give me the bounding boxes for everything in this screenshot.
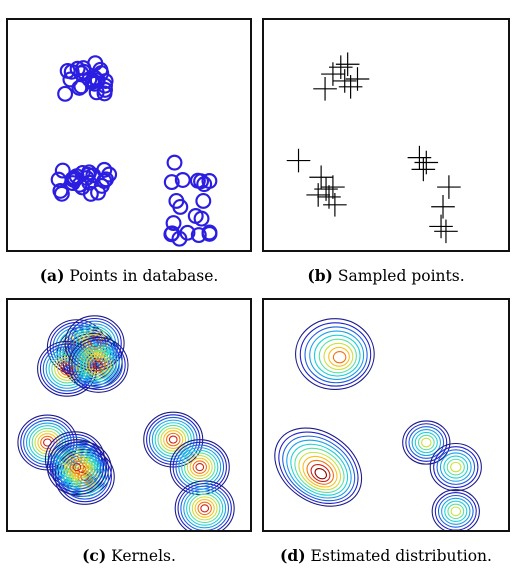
- kernel-contours: [37, 340, 98, 397]
- caption-d-text: Estimated distribution.: [310, 547, 492, 565]
- database-point: [163, 174, 180, 191]
- sampled-point: [286, 148, 311, 173]
- points-plot: [50, 55, 218, 247]
- database-point: [81, 164, 98, 181]
- sampled-point: [434, 219, 458, 244]
- sampled-point: [309, 165, 333, 190]
- estimated-distribution-plot: [274, 318, 482, 530]
- panel-kernels: [6, 298, 252, 532]
- sampled-point: [414, 150, 439, 175]
- database-point: [90, 184, 106, 201]
- database-point: [53, 185, 70, 202]
- sampled-points-plot: [286, 52, 461, 244]
- sampled-point: [411, 157, 436, 182]
- panel-points-in-database: [6, 18, 252, 252]
- sampled-point: [335, 52, 360, 77]
- caption-b-text: Sampled points.: [337, 267, 465, 285]
- database-point: [171, 230, 188, 247]
- sampled-point: [323, 192, 347, 217]
- database-point: [195, 192, 212, 209]
- panel-estimated-distribution: [262, 298, 510, 532]
- panel-sampled-points: [262, 18, 510, 252]
- sampled-point: [306, 183, 330, 207]
- caption-a-tag: (a): [39, 266, 65, 285]
- sampled-point: [407, 145, 432, 170]
- kernel-contours: [68, 336, 129, 393]
- sampled-point: [321, 175, 345, 199]
- database-point: [50, 171, 67, 188]
- database-point: [93, 65, 110, 82]
- sampled-point: [429, 214, 453, 239]
- caption-d: (d) Estimated distribution.: [262, 546, 510, 565]
- caption-c-text: Kernels.: [111, 547, 176, 565]
- kernel-contours: [143, 411, 204, 468]
- database-point: [88, 84, 105, 101]
- database-point: [166, 154, 183, 171]
- database-point: [54, 162, 71, 179]
- sampled-point: [345, 67, 370, 91]
- database-point: [59, 62, 76, 79]
- kernels-plot: [17, 315, 235, 530]
- database-point: [71, 176, 88, 193]
- sampled-point: [332, 69, 357, 93]
- database-point: [97, 73, 114, 89]
- caption-a: (a) Points in database.: [6, 266, 252, 285]
- database-point: [57, 85, 74, 102]
- database-point: [75, 60, 92, 77]
- sampled-point: [328, 55, 353, 79]
- density-contours: [429, 442, 482, 492]
- database-point: [74, 179, 91, 196]
- database-point: [172, 198, 189, 215]
- database-point: [193, 173, 210, 190]
- database-point: [101, 166, 118, 183]
- kernel-contours: [46, 439, 107, 496]
- database-point: [190, 227, 207, 244]
- density-contours: [295, 318, 375, 390]
- sampled-point: [431, 194, 455, 219]
- density-contours: [402, 420, 451, 465]
- kernel-contours: [174, 480, 235, 530]
- database-point: [193, 210, 210, 227]
- caption-d-tag: (d): [280, 546, 306, 565]
- caption-c-tag: (c): [82, 546, 107, 565]
- database-point: [96, 85, 113, 102]
- caption-a-text: Points in database.: [69, 267, 219, 285]
- caption-b-tag: (b): [307, 266, 333, 285]
- database-point: [165, 215, 182, 232]
- sampled-point: [437, 175, 461, 199]
- database-point: [174, 172, 191, 188]
- database-point: [201, 225, 218, 242]
- density-contours: [431, 489, 480, 530]
- database-point: [71, 79, 88, 96]
- sampled-point: [313, 77, 337, 101]
- caption-c: (c) Kernels.: [6, 546, 252, 565]
- database-point: [201, 173, 218, 189]
- caption-b: (b) Sampled points.: [262, 266, 510, 285]
- density-contours: [274, 427, 363, 507]
